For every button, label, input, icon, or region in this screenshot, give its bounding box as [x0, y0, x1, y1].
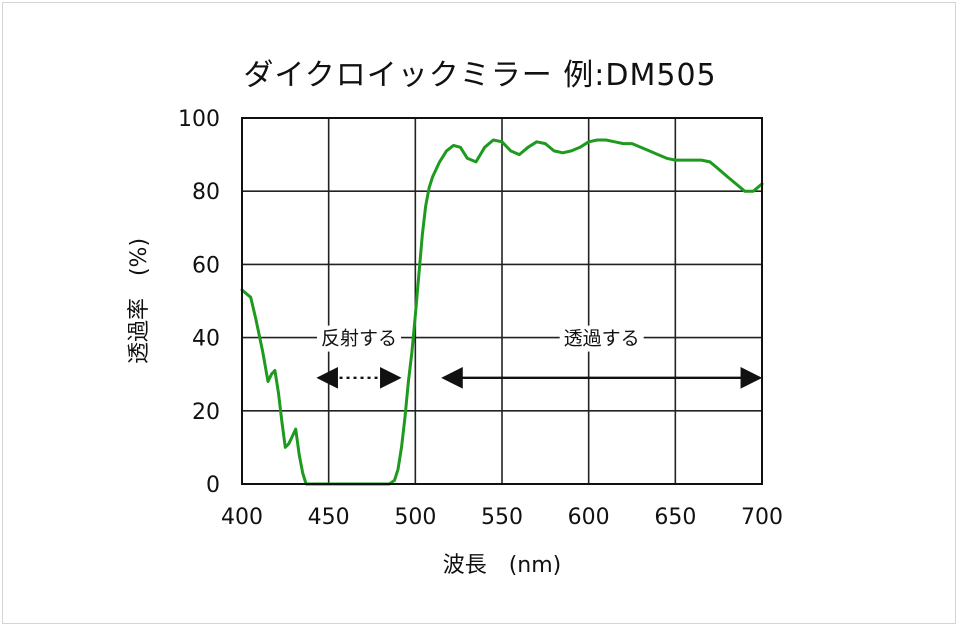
x-tick-label: 700 — [741, 505, 783, 530]
annotations: 反射する 透過する — [316, 325, 763, 389]
y-tick-label: 40 — [192, 327, 220, 352]
x-tick-label: 650 — [654, 505, 696, 530]
annotation-label-bg — [559, 325, 644, 352]
transmittance-curve — [240, 138, 764, 486]
series-lines — [240, 138, 764, 486]
y-tick-label: 0 — [206, 473, 220, 498]
x-axis-label: 波長 (nm) — [443, 553, 562, 578]
y-tick-label: 80 — [192, 180, 220, 205]
annotation-label: 透過する — [564, 328, 640, 350]
annotation-label: 反射する — [321, 328, 397, 350]
tick-labels: 400 450 500 550 600 650 700 0 20 40 60 80 100 — [178, 107, 783, 530]
x-tick-label: 500 — [394, 505, 436, 530]
plot-border — [241, 117, 763, 485]
y-axis-label: 透過率 (%) — [127, 238, 152, 364]
y-tick-label: 60 — [192, 253, 220, 278]
x-tick-label: 450 — [308, 505, 350, 530]
x-tick-label: 600 — [568, 505, 610, 530]
x-tick-label: 400 — [221, 505, 263, 530]
annotation-label-bg — [316, 325, 402, 352]
y-tick-label: 100 — [178, 107, 220, 132]
grid-lines — [241, 117, 763, 485]
x-tick-label: 550 — [481, 505, 523, 530]
y-tick-label: 20 — [192, 400, 220, 425]
chart-title: ダイクロイックミラー 例:DM505 — [243, 58, 717, 93]
